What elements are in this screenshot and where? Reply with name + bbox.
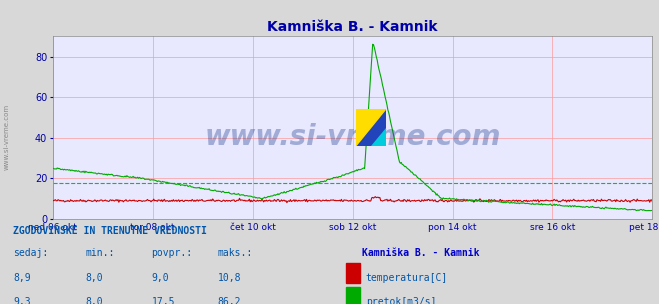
Text: 8,0: 8,0: [86, 273, 103, 283]
Text: povpr.:: povpr.:: [152, 248, 192, 258]
Text: maks.:: maks.:: [217, 248, 252, 258]
Text: 8,0: 8,0: [86, 297, 103, 304]
Text: www.si-vreme.com: www.si-vreme.com: [3, 104, 9, 170]
Bar: [346, 263, 360, 283]
Text: min.:: min.:: [86, 248, 115, 258]
Text: temperatura[C]: temperatura[C]: [366, 273, 448, 283]
Text: sedaj:: sedaj:: [13, 248, 48, 258]
Polygon shape: [370, 128, 386, 146]
Text: pretok[m3/s]: pretok[m3/s]: [366, 297, 436, 304]
Text: 8,9: 8,9: [13, 273, 31, 283]
Title: Kamniška B. - Kamnik: Kamniška B. - Kamnik: [268, 20, 438, 34]
Bar: [346, 287, 360, 304]
Text: 10,8: 10,8: [217, 273, 241, 283]
Text: Kamniška B. - Kamnik: Kamniška B. - Kamnik: [362, 248, 480, 258]
Text: ZGODOVINSKE IN TRENUTNE VREDNOSTI: ZGODOVINSKE IN TRENUTNE VREDNOSTI: [13, 226, 207, 236]
Text: 86,2: 86,2: [217, 297, 241, 304]
Text: 17,5: 17,5: [152, 297, 175, 304]
Text: 9,0: 9,0: [152, 273, 169, 283]
Text: www.si-vreme.com: www.si-vreme.com: [204, 123, 501, 151]
Text: 9,3: 9,3: [13, 297, 31, 304]
Polygon shape: [356, 109, 386, 146]
